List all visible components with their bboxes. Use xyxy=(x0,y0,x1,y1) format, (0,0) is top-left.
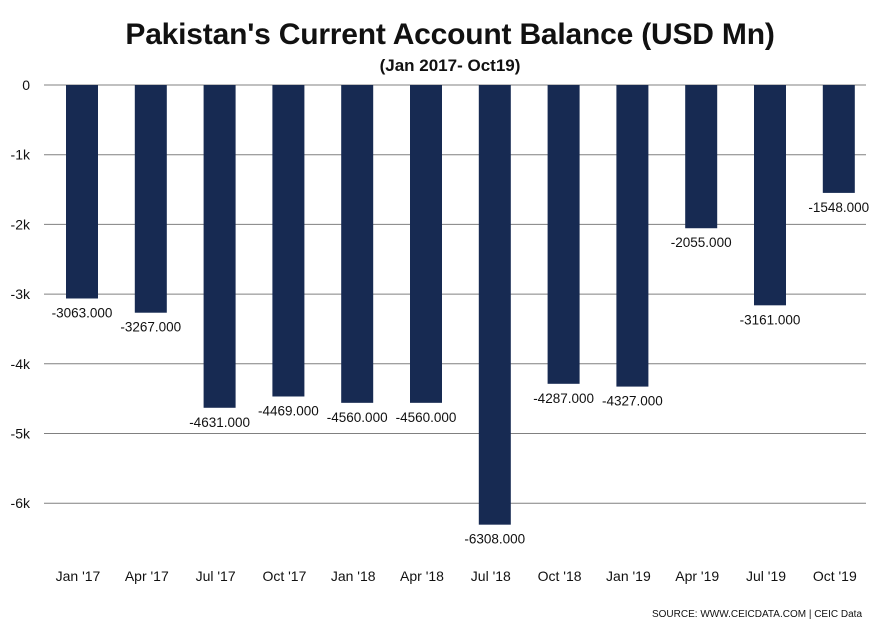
data-label: -4469.000 xyxy=(258,403,319,418)
data-label: -3161.000 xyxy=(740,312,801,327)
data-label: -3267.000 xyxy=(120,320,181,335)
data-label: -2055.000 xyxy=(671,235,732,250)
source-note: SOURCE: WWW.CEICDATA.COM | CEIC Data xyxy=(651,609,862,620)
x-tick-label: Jul '17 xyxy=(196,568,236,584)
data-label: -4631.000 xyxy=(189,415,250,430)
data-label: -1548.000 xyxy=(808,200,869,215)
data-label: -4560.000 xyxy=(327,410,388,425)
y-tick-label: -4k xyxy=(11,356,31,372)
bar xyxy=(685,85,718,229)
x-tick-label: Apr '18 xyxy=(400,568,444,584)
data-label: -4287.000 xyxy=(533,391,594,406)
x-tick-label: Jan '17 xyxy=(56,568,101,584)
bar xyxy=(272,85,305,397)
x-tick-label: Oct '17 xyxy=(262,568,306,584)
y-tick-label: -1k xyxy=(11,147,31,163)
bar xyxy=(547,85,580,384)
data-label: -3063.000 xyxy=(52,305,113,320)
bar xyxy=(822,85,855,193)
x-tick-label: Oct '18 xyxy=(538,568,582,584)
y-tick-label: -5k xyxy=(11,426,31,442)
bar xyxy=(478,85,511,525)
chart-subtitle: (Jan 2017- Oct19) xyxy=(379,56,521,75)
bar xyxy=(754,85,786,306)
x-tick-label: Oct '19 xyxy=(813,568,857,584)
y-tick-label: 0 xyxy=(22,77,30,93)
bar xyxy=(66,85,98,299)
y-tick-label: -2k xyxy=(11,216,31,232)
x-tick-label: Apr '17 xyxy=(125,568,169,584)
data-label: -6308.000 xyxy=(464,532,525,547)
x-tick-label: Jul '18 xyxy=(471,568,511,584)
x-tick-label: Jan '18 xyxy=(331,568,376,584)
bar xyxy=(410,85,442,403)
chart-title: Pakistan's Current Account Balance (USD … xyxy=(125,18,775,51)
data-label: -4560.000 xyxy=(396,410,457,425)
bar xyxy=(203,85,236,408)
bar xyxy=(616,85,649,387)
x-tick-label: Jan '19 xyxy=(606,568,651,584)
data-label: -4327.000 xyxy=(602,394,663,409)
x-tick-label: Jul '19 xyxy=(746,568,786,584)
bar xyxy=(341,85,374,403)
y-tick-label: -3k xyxy=(11,286,31,302)
bar xyxy=(134,85,167,313)
x-tick-label: Apr '19 xyxy=(675,568,719,584)
y-tick-label: -6k xyxy=(11,495,31,511)
